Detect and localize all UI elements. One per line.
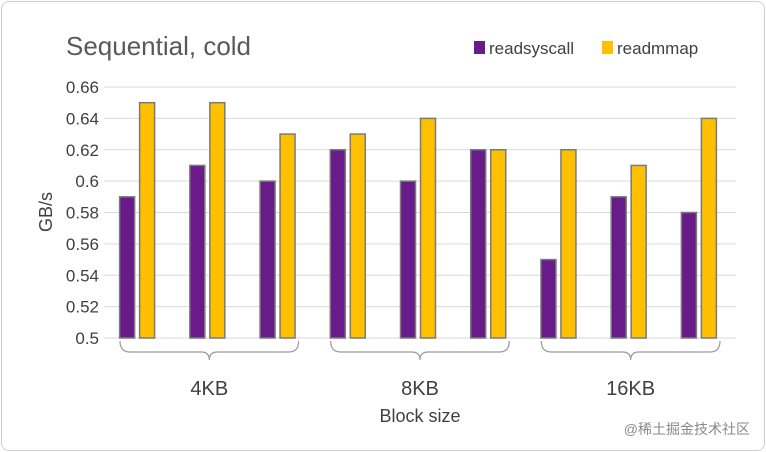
group-label-16KB: 16KB [606, 378, 655, 400]
bar-readsyscall-3 [329, 149, 347, 339]
bar-readmmap-5 [489, 149, 507, 339]
legend-swatch-readmmap [602, 41, 613, 54]
chart-title: Sequential, cold [66, 31, 251, 61]
legend: readsyscall readmmap [474, 39, 698, 58]
y-tick-label: 0.54 [66, 266, 99, 285]
bar-readsyscall-2 [259, 180, 276, 339]
bar-readmmap-1 [209, 101, 226, 339]
bar-readmmap-0 [138, 101, 156, 339]
group-label-4KB: 4KB [190, 378, 228, 400]
y-tick-label: 0.5 [75, 329, 99, 348]
bar-readsyscall-4 [399, 180, 417, 339]
bar-readmmap-2 [279, 133, 296, 339]
bar-readmmap-8 [700, 117, 718, 339]
bar-readmmap-3 [349, 133, 367, 339]
group-labels: 4KB 8KB 16KB [190, 378, 655, 400]
bar-readsyscall-0 [118, 196, 136, 339]
group-brace [119, 340, 300, 361]
y-axis-title: GB/s [36, 192, 56, 232]
bars [118, 101, 718, 339]
legend-swatch-readsyscall [474, 41, 485, 54]
group-braces [119, 340, 721, 361]
y-tick-label: 0.56 [66, 235, 99, 254]
bar-readmmap-4 [419, 117, 437, 339]
legend-label-readsyscall: readsyscall [489, 39, 574, 58]
bar-readsyscall-7 [610, 196, 627, 339]
group-brace [540, 340, 721, 361]
y-tick-label: 0.52 [66, 298, 99, 317]
watermark: @稀土掘金技术社区 [624, 421, 750, 437]
x-axis-title: Block size [379, 406, 460, 426]
y-tick-label: 0.64 [66, 109, 99, 128]
legend-label-readmmap: readmmap [617, 39, 698, 58]
group-label-8KB: 8KB [401, 378, 439, 400]
bar-readmmap-6 [560, 149, 577, 339]
bar-readsyscall-6 [540, 258, 557, 339]
bar-readsyscall-5 [469, 149, 487, 339]
y-tick-label: 0.58 [66, 204, 99, 223]
bar-readsyscall-8 [680, 211, 698, 339]
y-tick-label: 0.66 [66, 78, 99, 97]
y-tick-label: 0.6 [75, 172, 99, 191]
bar-readmmap-7 [630, 164, 647, 339]
bar-readsyscall-1 [189, 164, 206, 339]
y-axis-ticks: 0.66 0.64 0.62 0.6 0.58 0.56 0.54 0.52 0.5 [66, 78, 99, 348]
group-brace [330, 340, 510, 361]
y-tick-label: 0.62 [66, 141, 99, 160]
